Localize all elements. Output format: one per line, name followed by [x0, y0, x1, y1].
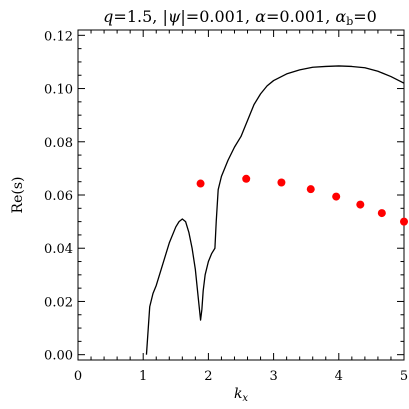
plot-frame	[77, 29, 405, 361]
x-axis-tick-labels: 0 1 2 3 4 5	[74, 369, 408, 384]
data-point	[356, 200, 365, 209]
data-point	[196, 179, 205, 188]
data-point	[400, 217, 408, 226]
x-tick-label: 2	[204, 369, 212, 384]
data-point	[277, 178, 286, 187]
data-point	[332, 192, 341, 201]
x-tick-label: 4	[335, 369, 343, 384]
y-tick-label: 0.08	[44, 136, 73, 151]
y-tick-label: 0.10	[44, 83, 73, 98]
growth-rate-curve	[145, 65, 405, 355]
y-tick-label: 0.12	[44, 29, 73, 44]
x-tick-label: 3	[269, 369, 277, 384]
x-tick-label: 0	[74, 369, 82, 384]
x-axis-title: kx	[234, 386, 248, 404]
y-axis-ticks	[78, 34, 404, 356]
x-axis-ticks	[77, 30, 405, 360]
chart-title: q=1.5, |ψ|=0.001, α=0.001, αb=0	[103, 7, 377, 28]
y-axis-title: Re(s)	[10, 177, 26, 214]
x-tick-label: 1	[139, 369, 147, 384]
y-tick-label: 0.02	[44, 295, 73, 310]
y-axis-tick-labels: 0.00 0.02 0.04 0.06 0.08 0.10 0.12	[44, 29, 73, 363]
data-point	[242, 174, 251, 183]
y-tick-label: 0.06	[44, 189, 73, 204]
data-point	[377, 209, 386, 218]
series-layer	[145, 65, 408, 355]
x-tick-label: 5	[400, 369, 408, 384]
y-tick-label: 0.00	[44, 349, 73, 364]
y-tick-label: 0.04	[44, 242, 73, 257]
data-point	[306, 185, 315, 194]
